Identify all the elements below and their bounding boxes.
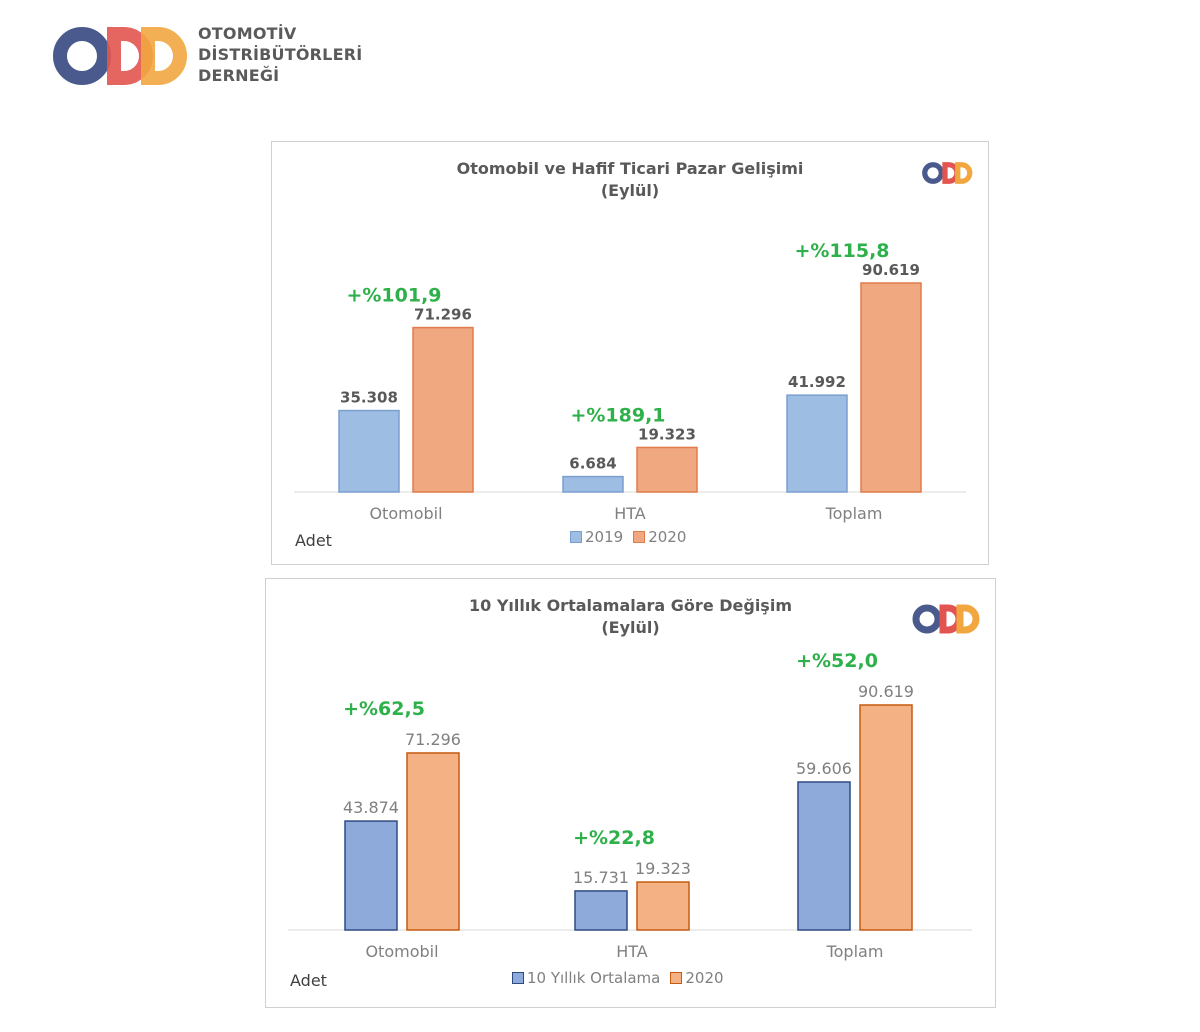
growth-label: +%62,5 xyxy=(343,698,425,720)
growth-label: +%115,8 xyxy=(794,240,889,262)
odd-logo-icon xyxy=(912,604,980,634)
bar-series-b-hta xyxy=(636,881,690,931)
bar-series-a-otomobil xyxy=(338,409,400,493)
chart-title: Otomobil ve Hafif Ticari Pazar Gelişimi … xyxy=(272,158,988,202)
category-label: HTA xyxy=(616,942,648,961)
legend-swatch xyxy=(633,531,646,543)
legend-label: 2020 xyxy=(685,969,724,987)
bar-series-b-otomobil xyxy=(406,752,460,931)
growth-label: +%189,1 xyxy=(570,404,665,426)
bar-series-a-toplam xyxy=(797,781,851,931)
legend-label: 2019 xyxy=(585,528,624,546)
chart-panel-ten-year-average: 10 Yıllık Ortalamalara Göre Değişim (Eyl… xyxy=(265,578,996,1008)
bar-series-b-hta xyxy=(636,446,698,493)
data-label: 6.684 xyxy=(569,455,616,473)
organization-name-line: DERNEĞİ xyxy=(198,66,280,85)
organization-name-line: DİSTRİBÜTÖRLERİ xyxy=(198,45,363,64)
legend-label: 10 Yıllık Ortalama xyxy=(527,969,661,987)
category-label: Toplam xyxy=(825,504,883,523)
bar-series-b-otomobil xyxy=(412,326,474,493)
bar-series-a-otomobil xyxy=(344,820,398,931)
bar-chart-market-growth: 35.30871.296+%101,9Otomobil6.68419.323+%… xyxy=(294,240,966,523)
legend-item-2020: 2020 xyxy=(633,528,686,546)
bar-series-a-toplam xyxy=(786,394,848,493)
data-label: 15.731 xyxy=(573,868,629,887)
data-label: 90.619 xyxy=(862,261,920,279)
legend-item-2020: 2020 xyxy=(670,969,724,987)
growth-label: +%52,0 xyxy=(796,650,878,672)
odd-logo-icon xyxy=(922,162,973,184)
chart-title: 10 Yıllık Ortalamalara Göre Değişim (Eyl… xyxy=(266,595,995,639)
legend-item-ten-year-average: 10 Yıllık Ortalama xyxy=(512,969,660,987)
category-label: Otomobil xyxy=(365,942,438,961)
chart-legend: 2019 2020 xyxy=(570,528,696,546)
chart-title-line: 10 Yıllık Ortalamalara Göre Değişim xyxy=(469,596,792,615)
bar-series-b-toplam xyxy=(859,704,913,931)
category-label: Toplam xyxy=(826,942,884,961)
chart-subtitle-line: (Eylül) xyxy=(601,618,660,637)
bar-series-b-toplam xyxy=(860,282,922,493)
legend-swatch xyxy=(670,972,683,984)
chart-subtitle-line: (Eylül) xyxy=(600,181,660,200)
legend-swatch xyxy=(512,972,524,984)
data-label: 19.323 xyxy=(638,425,696,443)
category-label: HTA xyxy=(614,504,646,523)
legend-item-2019: 2019 xyxy=(570,528,623,546)
organization-name: OTOMOTİV DİSTRİBÜTÖRLERİ DERNEĞİ xyxy=(198,23,362,86)
category-label: Otomobil xyxy=(369,504,442,523)
data-label: 90.619 xyxy=(858,682,914,701)
growth-label: +%22,8 xyxy=(573,827,655,849)
data-label: 71.296 xyxy=(414,306,472,324)
legend-swatch xyxy=(570,531,582,543)
legend-label: 2020 xyxy=(648,528,687,546)
data-label: 59.606 xyxy=(796,759,852,778)
data-label: 41.992 xyxy=(788,373,846,391)
bar-chart-ten-year-average: 43.874 71.296 +%62,5 Otomobil 15.731 19.323 +%… xyxy=(288,650,972,961)
unit-label: Adet xyxy=(290,971,327,990)
growth-label: +%101,9 xyxy=(346,285,441,307)
bar-series-a-hta xyxy=(574,890,628,931)
data-label: 35.308 xyxy=(340,389,398,407)
chart-panel-market-growth: Otomobil ve Hafif Ticari Pazar Gelişimi … xyxy=(271,141,989,565)
chart-title-line: Otomobil ve Hafif Ticari Pazar Gelişimi xyxy=(456,159,804,178)
bar-series-a-hta xyxy=(562,475,624,493)
data-label: 19.323 xyxy=(635,859,691,878)
chart-legend: 10 Yıllık Ortalama 2020 xyxy=(512,969,734,987)
data-label: 43.874 xyxy=(343,798,399,817)
odd-logo-icon xyxy=(53,27,187,85)
data-label: 71.296 xyxy=(405,730,461,749)
organization-name-line: OTOMOTİV xyxy=(198,24,297,43)
unit-label: Adet xyxy=(295,531,332,550)
